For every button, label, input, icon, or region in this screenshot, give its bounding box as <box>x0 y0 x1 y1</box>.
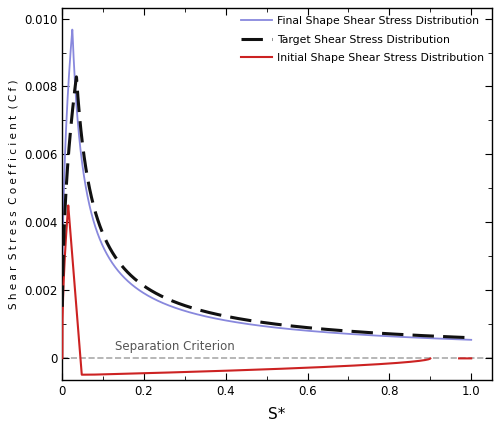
Target Shear Stress Distribution <box>468 335 474 340</box>
Legend: Final Shape Shear Stress Distribution, Target Shear Stress Distribution, Initial: Final Shape Shear Stress Distribution, T… <box>237 12 488 68</box>
Y-axis label: S h e a r  S t r e s s  C o e f f i c i e n t  ( C f ): S h e a r S t r e s s C o e f f i c i e … <box>8 80 18 309</box>
Text: Separation Criterion: Separation Criterion <box>116 340 235 353</box>
Target Shear Stress Distribution <box>130 275 136 280</box>
Final Shape Shear Stress Distribution <box>70 27 75 32</box>
Initial Shape Shear Stress Distribution <box>59 356 65 361</box>
X-axis label: S*: S* <box>268 407 285 422</box>
Initial Shape Shear Stress Distribution <box>130 371 136 376</box>
Target Shear Stress Distribution <box>416 333 422 338</box>
Target Shear Stress Distribution <box>106 244 112 249</box>
Final Shape Shear Stress Distribution <box>60 281 66 286</box>
Target Shear Stress Distribution <box>60 304 66 310</box>
Final Shape Shear Stress Distribution <box>130 283 136 289</box>
Initial Shape Shear Stress Distribution <box>216 369 222 374</box>
Final Shape Shear Stress Distribution <box>416 335 422 340</box>
Final Shape Shear Stress Distribution <box>460 337 466 342</box>
Final Shape Shear Stress Distribution <box>234 320 240 325</box>
Line: Initial Shape Shear Stress Distribution: Initial Shape Shear Stress Distribution <box>62 206 471 375</box>
Target Shear Stress Distribution <box>74 74 80 80</box>
Line: Final Shape Shear Stress Distribution: Final Shape Shear Stress Distribution <box>62 30 471 340</box>
Initial Shape Shear Stress Distribution <box>106 372 112 377</box>
Initial Shape Shear Stress Distribution <box>416 358 422 363</box>
Line: Target Shear Stress Distribution: Target Shear Stress Distribution <box>62 77 471 338</box>
Final Shape Shear Stress Distribution <box>106 255 112 261</box>
Final Shape Shear Stress Distribution <box>468 337 474 342</box>
Target Shear Stress Distribution <box>460 335 466 340</box>
Target Shear Stress Distribution <box>234 316 240 321</box>
Final Shape Shear Stress Distribution <box>216 316 222 322</box>
Initial Shape Shear Stress Distribution <box>234 368 239 373</box>
Initial Shape Shear Stress Distribution <box>468 356 474 361</box>
Initial Shape Shear Stress Distribution <box>460 356 466 361</box>
Target Shear Stress Distribution <box>216 312 222 317</box>
